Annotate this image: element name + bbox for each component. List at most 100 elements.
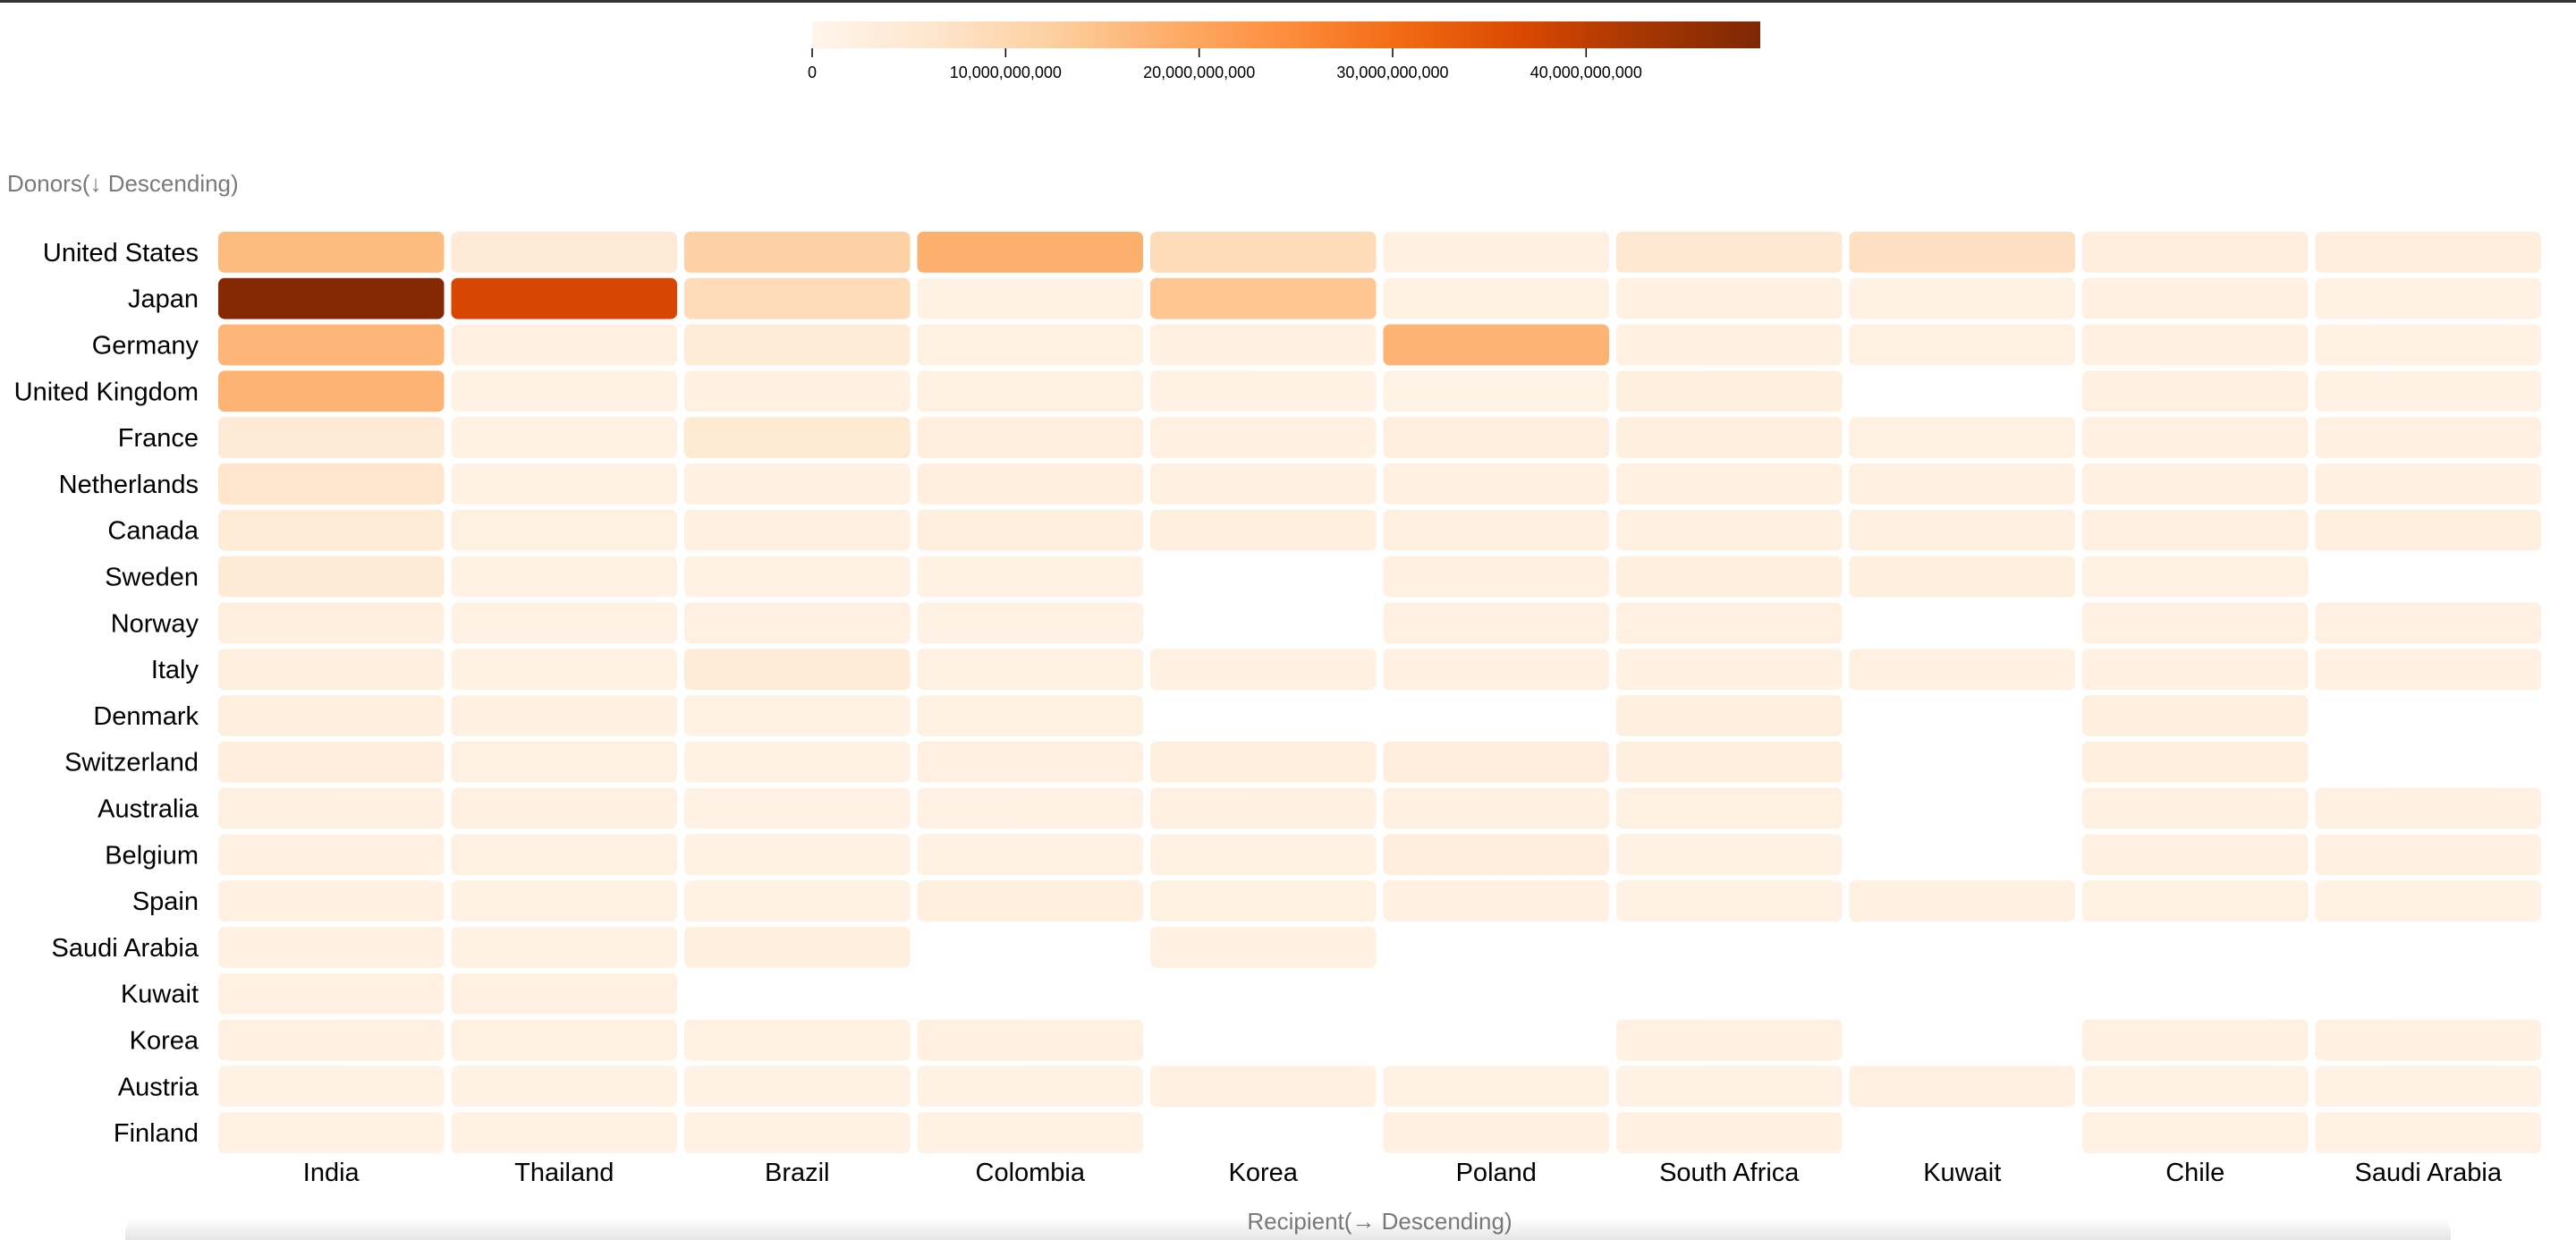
heatmap-cell[interactable] xyxy=(218,1019,445,1061)
heatmap-cell[interactable] xyxy=(2082,463,2309,505)
heatmap-cell[interactable] xyxy=(1150,324,1377,366)
heatmap-cell[interactable] xyxy=(684,602,911,644)
heatmap-cell[interactable] xyxy=(1849,417,2076,458)
heatmap-cell[interactable] xyxy=(684,880,911,922)
heatmap-cell[interactable] xyxy=(2315,232,2542,273)
heatmap-cell[interactable] xyxy=(1150,649,1377,690)
heatmap-cell[interactable] xyxy=(1383,417,1610,458)
heatmap-cell[interactable] xyxy=(684,556,911,598)
heatmap-cell[interactable] xyxy=(1383,649,1610,690)
heatmap-cell[interactable] xyxy=(218,277,445,319)
heatmap-cell[interactable] xyxy=(451,602,678,644)
heatmap-cell[interactable] xyxy=(917,556,1144,598)
heatmap-cell[interactable] xyxy=(2082,787,2309,829)
heatmap-cell[interactable] xyxy=(218,972,445,1015)
heatmap-cell[interactable] xyxy=(451,277,678,319)
heatmap-cell[interactable] xyxy=(1150,927,1377,968)
heatmap-cell[interactable] xyxy=(684,1112,911,1153)
heatmap-cell[interactable] xyxy=(451,417,678,458)
heatmap-cell[interactable] xyxy=(451,556,678,598)
heatmap-cell[interactable] xyxy=(2315,463,2542,505)
heatmap-cell[interactable] xyxy=(2315,509,2542,551)
heatmap-cell[interactable] xyxy=(917,463,1144,505)
heatmap-cell[interactable] xyxy=(451,972,678,1015)
heatmap-cell[interactable] xyxy=(1383,463,1610,505)
heatmap-cell[interactable] xyxy=(684,695,911,736)
heatmap-cell[interactable] xyxy=(218,232,445,273)
heatmap-cell[interactable] xyxy=(684,463,911,505)
heatmap-cell[interactable] xyxy=(2315,370,2542,412)
heatmap-cell[interactable] xyxy=(1150,417,1377,458)
heatmap-cell[interactable] xyxy=(917,787,1144,829)
heatmap-cell[interactable] xyxy=(1383,1066,1610,1108)
heatmap-cell[interactable] xyxy=(1616,787,1843,829)
heatmap-cell[interactable] xyxy=(2082,1112,2309,1153)
heatmap-cell[interactable] xyxy=(218,927,445,968)
heatmap-cell[interactable] xyxy=(1150,834,1377,876)
heatmap-cell[interactable] xyxy=(684,417,911,458)
heatmap-cell[interactable] xyxy=(1849,277,2076,319)
heatmap-cell[interactable] xyxy=(2315,1066,2542,1108)
heatmap-cell[interactable] xyxy=(1849,649,2076,690)
heatmap-cell[interactable] xyxy=(2082,232,2309,273)
heatmap-cell[interactable] xyxy=(917,324,1144,366)
heatmap-cell[interactable] xyxy=(1383,787,1610,829)
heatmap-cell[interactable] xyxy=(1616,741,1843,783)
heatmap-cell[interactable] xyxy=(218,695,445,736)
heatmap-cell[interactable] xyxy=(1616,880,1843,922)
heatmap-cell[interactable] xyxy=(684,927,911,968)
heatmap-cell[interactable] xyxy=(1616,556,1843,598)
heatmap-cell[interactable] xyxy=(1616,1112,1843,1153)
heatmap-cell[interactable] xyxy=(2082,649,2309,690)
heatmap-cell[interactable] xyxy=(1383,556,1610,598)
heatmap-cell[interactable] xyxy=(1849,232,2076,273)
heatmap-cell[interactable] xyxy=(917,509,1144,551)
heatmap-cell[interactable] xyxy=(1849,880,2076,922)
heatmap-cell[interactable] xyxy=(2082,695,2309,736)
heatmap-cell[interactable] xyxy=(451,463,678,505)
heatmap-cell[interactable] xyxy=(2315,417,2542,458)
heatmap-cell[interactable] xyxy=(451,370,678,412)
heatmap-cell[interactable] xyxy=(2315,1112,2542,1153)
heatmap-cell[interactable] xyxy=(684,324,911,366)
heatmap-cell[interactable] xyxy=(2082,602,2309,644)
heatmap-cell[interactable] xyxy=(917,417,1144,458)
heatmap-cell[interactable] xyxy=(684,787,911,829)
heatmap-cell[interactable] xyxy=(1383,602,1610,644)
heatmap-cell[interactable] xyxy=(1849,463,2076,505)
heatmap-cell[interactable] xyxy=(684,370,911,412)
heatmap-cell[interactable] xyxy=(684,1019,911,1061)
heatmap-cell[interactable] xyxy=(1616,463,1843,505)
heatmap-cell[interactable] xyxy=(2082,1066,2309,1108)
heatmap-cell[interactable] xyxy=(1150,1066,1377,1108)
heatmap-cell[interactable] xyxy=(917,1019,1144,1061)
heatmap-cell[interactable] xyxy=(1616,370,1843,412)
heatmap-cell[interactable] xyxy=(684,649,911,690)
heatmap-cell[interactable] xyxy=(2315,602,2542,644)
heatmap-cell[interactable] xyxy=(1150,509,1377,551)
heatmap-cell[interactable] xyxy=(218,417,445,458)
heatmap-cell[interactable] xyxy=(1616,324,1843,366)
heatmap-cell[interactable] xyxy=(1849,509,2076,551)
heatmap-cell[interactable] xyxy=(1383,232,1610,273)
heatmap-cell[interactable] xyxy=(917,277,1144,319)
heatmap-cell[interactable] xyxy=(2315,1019,2542,1061)
heatmap-cell[interactable] xyxy=(1150,463,1377,505)
heatmap-cell[interactable] xyxy=(1150,232,1377,273)
heatmap-cell[interactable] xyxy=(2082,324,2309,366)
heatmap-cell[interactable] xyxy=(917,834,1144,876)
heatmap-cell[interactable] xyxy=(451,1112,678,1153)
heatmap-cell[interactable] xyxy=(2082,370,2309,412)
heatmap-cell[interactable] xyxy=(1383,509,1610,551)
heatmap-cell[interactable] xyxy=(218,509,445,551)
heatmap-cell[interactable] xyxy=(917,880,1144,922)
heatmap-cell[interactable] xyxy=(917,741,1144,783)
heatmap-cell[interactable] xyxy=(451,649,678,690)
heatmap-cell[interactable] xyxy=(2082,556,2309,598)
heatmap-cell[interactable] xyxy=(1616,695,1843,736)
heatmap-cell[interactable] xyxy=(684,1066,911,1108)
heatmap-cell[interactable] xyxy=(917,602,1144,644)
heatmap-cell[interactable] xyxy=(917,1066,1144,1108)
heatmap-cell[interactable] xyxy=(917,232,1144,273)
heatmap-cell[interactable] xyxy=(1616,602,1843,644)
